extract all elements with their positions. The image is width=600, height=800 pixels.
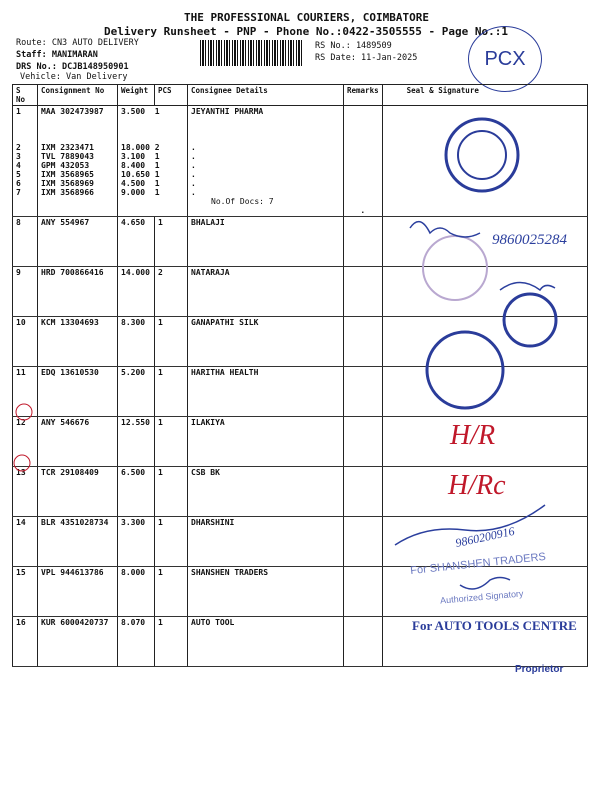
cell-remarks (343, 566, 383, 617)
circle-mark-13 (13, 454, 31, 472)
runsheet-table: S No Consignment No Weight PCS Consignee… (12, 84, 589, 667)
table-row: 16 KUR 6000420737 8.070 1 AUTO TOOL (12, 616, 589, 667)
cell-sno: 15 (12, 566, 38, 617)
signature-shanshen (459, 576, 511, 590)
cell-seal (381, 516, 589, 567)
vehicle: Vehicle: Van Delivery (20, 72, 128, 82)
cell-consignment: KCM 13304693 (37, 316, 118, 367)
cell-consignment: TCR 29108409 (37, 466, 118, 517)
table-row: 9 HRD 700866416 14.000 2 NATARAJA (12, 266, 589, 317)
cell-consignment: HRD 700866416 (37, 266, 118, 317)
cell-consignee: NATARAJA (187, 266, 344, 317)
signature-ganapathi (499, 281, 556, 292)
cell-sno: 14 (12, 516, 38, 567)
barcode (200, 40, 302, 66)
cell-weight: 3.300 (117, 516, 155, 567)
cell-consignment: EDQ 13610530 (37, 366, 118, 417)
cell-pcs: 1 (154, 466, 188, 517)
faded-seal-icon (422, 235, 488, 301)
rs-date: RS Date: 11-Jan-2025 (315, 53, 418, 63)
doc-title: THE PROFESSIONAL COURIERS, COIMBATORE (184, 11, 430, 24)
cell-sno: 16 (12, 616, 38, 667)
cell-pcs: 1 (154, 216, 188, 267)
circle-mark-12 (15, 403, 33, 421)
cell-consignee: AUTO TOOL (187, 616, 344, 667)
stamp-autotool: For AUTO TOOLS CENTRE (412, 618, 577, 633)
cell-sno: 10 (12, 316, 38, 367)
silk-seal-icon (502, 292, 558, 348)
cell-pcs: 1 (154, 416, 188, 467)
cell-pcs: 1 (154, 366, 188, 417)
cell-seal (381, 216, 589, 267)
rs-no: RS No.: 1489509 (315, 41, 392, 51)
cell-seal (381, 416, 589, 467)
col-pcs: PCS (154, 84, 188, 106)
handwritten-hr-2: H/Rc (448, 470, 506, 501)
staff: Staff: MANIMARAN (16, 50, 98, 60)
cell-seal (381, 366, 589, 417)
cell-pcs: 1 (154, 516, 188, 567)
signature-bhalaji (409, 220, 481, 238)
table-row: 8 ANY 554967 4.650 1 BHALAJI (12, 216, 589, 267)
cell-consignment: VPL 944613786 (37, 566, 118, 617)
cell-consignee: ILAKIYA (187, 416, 344, 467)
col-consignee: Consignee Details (187, 84, 344, 106)
cell-pcs: 2 (154, 266, 188, 317)
cell-seal (381, 616, 589, 667)
cell-pcs: 1 (154, 616, 188, 667)
cell-remarks (343, 216, 383, 267)
cell-remarks (343, 466, 383, 517)
drs-no: DRS No.: DCJB148950901 (16, 62, 129, 72)
cell-seal (381, 466, 589, 517)
cell-consignee: GANAPATHI SILK (187, 316, 344, 367)
stamp-proprietor: Proprietor (515, 664, 564, 675)
cell-weight: 8.070 (117, 616, 155, 667)
cell-remarks (343, 416, 383, 467)
col-consignment: Consignment No (37, 84, 118, 106)
cell-weight: 4.650 (117, 216, 155, 267)
cell-weight: 8.300 (117, 316, 155, 367)
cell-remarks (343, 516, 383, 567)
table-row: 15 VPL 944613786 8.000 1 SHANSHEN TRADERS (12, 566, 589, 617)
cell-consignee: CSB BK (187, 466, 344, 517)
table-row: 13 TCR 29108409 6.500 1 CSB BK (12, 466, 589, 517)
cell-consignee: SHANSHEN TRADERS (187, 566, 344, 617)
handwritten-phone-1: 9860025284 (492, 232, 567, 248)
table-row: 12 ANY 546676 12.550 1 ILAKIYA (12, 416, 589, 467)
table-row: 14 BLR 4351028734 3.300 1 DHARSHINI (12, 516, 589, 567)
cell-consignee: BHALAJI (187, 216, 344, 267)
cell-consignment: ANY 546676 (37, 416, 118, 467)
table-row: 10 KCM 13304693 8.300 1 GANAPATHI SILK (12, 316, 589, 367)
health-seal-icon (425, 330, 505, 410)
cell-sno: 8 (12, 216, 38, 267)
cell-consignee: DHARSHINI (187, 516, 344, 567)
cell-weight: 14.000 (117, 266, 155, 317)
cell-seal (381, 316, 589, 367)
handwritten-hr-1: H/R (450, 420, 496, 451)
cell-consignee: HARITHA HEALTH (187, 366, 344, 417)
table-row: 11 EDQ 13610530 5.200 1 HARITHA HEALTH (12, 366, 589, 417)
signature-dharshini (394, 504, 546, 546)
cell-consignment: ANY 554967 (37, 216, 118, 267)
pharma-seal-icon (444, 117, 520, 193)
cell-sno: 9 (12, 266, 38, 317)
col-seal: Seal & Signature (381, 84, 589, 106)
route: Route: CN3 AUTO DELIVERY (16, 38, 139, 48)
doc-subtitle: Delivery Runsheet - PNP - Phone No.:0422… (104, 25, 508, 38)
cell-seal (381, 566, 589, 617)
cell-remarks (343, 266, 383, 317)
